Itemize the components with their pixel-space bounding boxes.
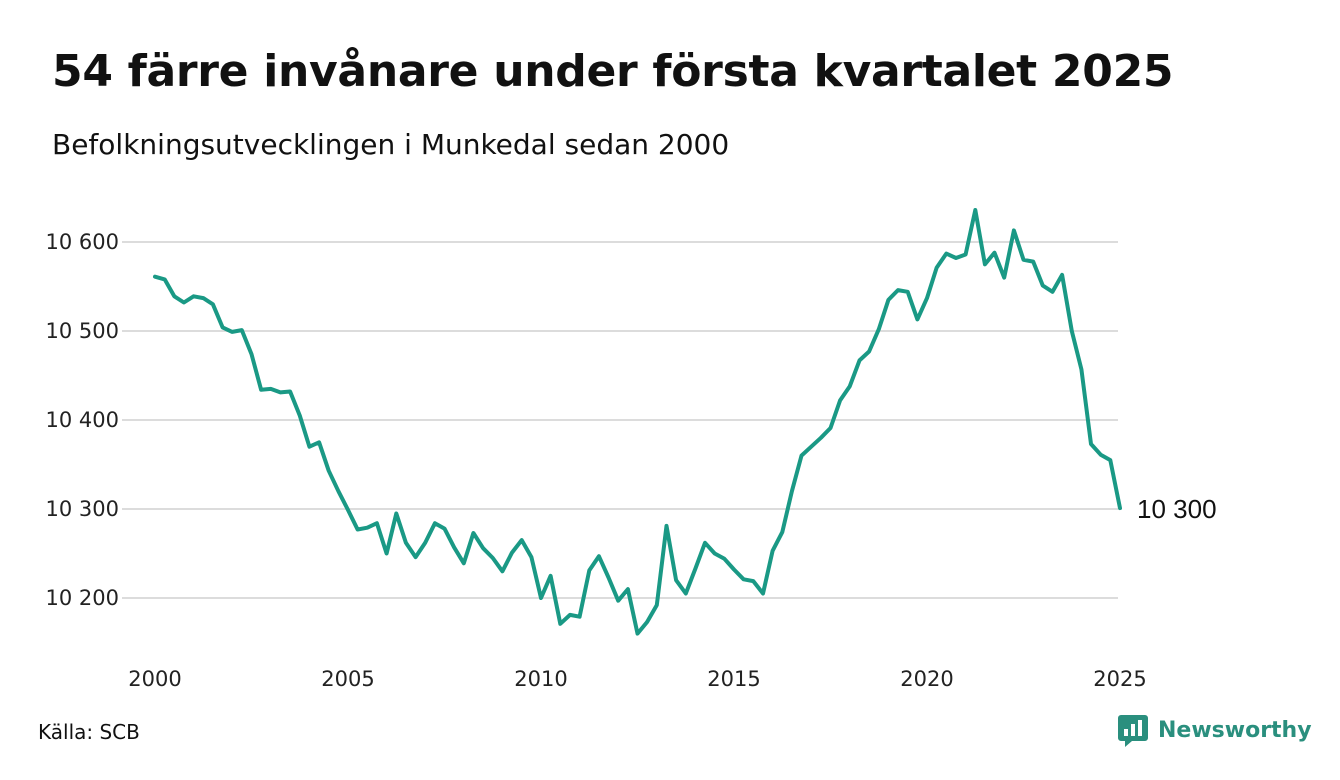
series-layer <box>153 208 1122 636</box>
grid-lines <box>122 241 1118 599</box>
y-tick-label: 10 500 <box>46 319 119 343</box>
x-axis-ticks: 2000 2005 2010 2015 2020 2025 <box>128 667 1146 691</box>
y-axis-ticks: 10 200 10 300 10 400 10 500 10 600 <box>46 230 119 610</box>
y-tick-label: 10 600 <box>46 230 119 254</box>
x-tick-label: 2025 <box>1093 667 1146 691</box>
x-tick-label: 2020 <box>900 667 953 691</box>
x-tick-label: 2010 <box>514 667 567 691</box>
chart-title: 54 färre invånare under första kvartalet… <box>52 46 1174 97</box>
y-tick-label: 10 300 <box>46 497 119 521</box>
y-tick-label: 10 200 <box>46 586 119 610</box>
bar-chart-speech-bubble-icon <box>1118 715 1148 747</box>
end-value-label: 10 300 <box>1137 494 1217 524</box>
x-tick-label: 2005 <box>321 667 374 691</box>
x-tick-label: 2015 <box>707 667 760 691</box>
brand-logo: Newsworthy <box>1118 714 1312 748</box>
y-tick-label: 10 400 <box>46 408 119 432</box>
brand-name: Newsworthy <box>1158 718 1312 743</box>
x-tick-label: 2000 <box>128 667 181 691</box>
source-note: Källa: SCB <box>38 720 140 744</box>
chart-subtitle: Befolkningsutvecklingen i Munkedal sedan… <box>52 128 730 161</box>
series-line <box>153 208 1122 636</box>
